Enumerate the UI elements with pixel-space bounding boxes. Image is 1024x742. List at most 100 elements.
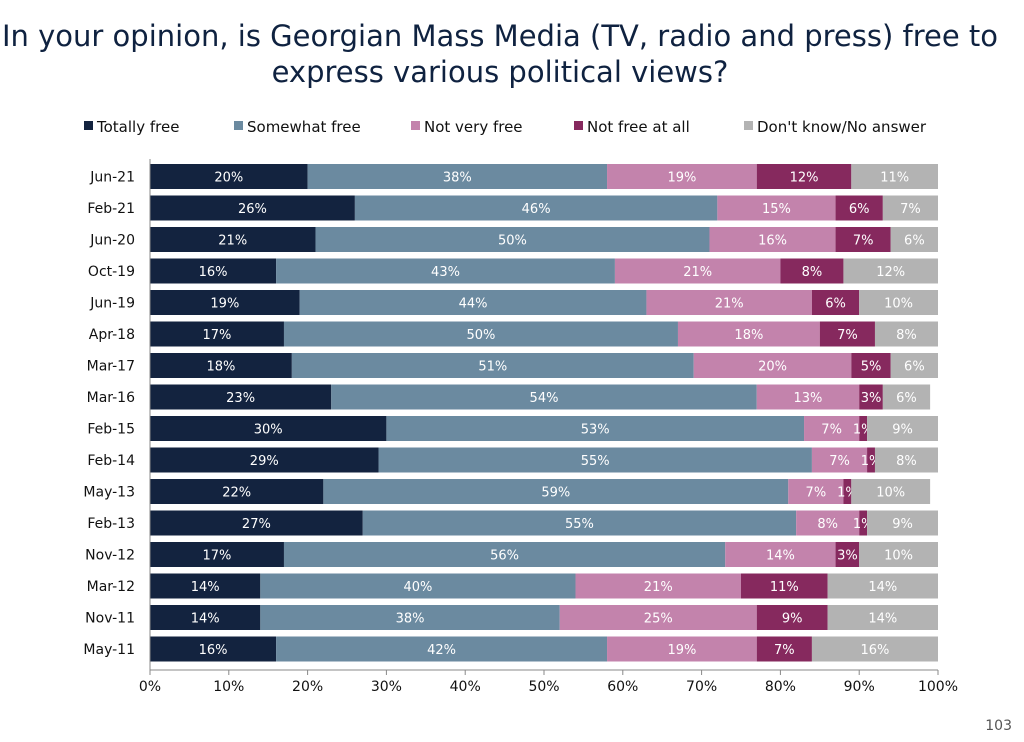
data-label: 9% bbox=[782, 612, 803, 627]
data-label: 55% bbox=[565, 517, 594, 532]
data-label: 13% bbox=[794, 391, 823, 406]
data-label: 50% bbox=[498, 234, 527, 249]
data-label: 15% bbox=[762, 202, 791, 217]
bar-segment-totally-free bbox=[150, 510, 363, 536]
legend: Totally free Somewhat free Not very free No… bbox=[84, 118, 927, 136]
data-label: 30% bbox=[254, 423, 283, 438]
data-label: 14% bbox=[868, 580, 897, 595]
data-label: 19% bbox=[667, 171, 696, 186]
data-label: 16% bbox=[199, 643, 228, 658]
data-label: 11% bbox=[880, 171, 909, 186]
data-label: 8% bbox=[817, 517, 838, 532]
legend-swatch-somewhat-free bbox=[234, 121, 243, 130]
category-labels: Jun-21 Feb-21 Jun-20 Oct-19 Jun-19 Apr-18 Mar-… bbox=[83, 170, 135, 659]
data-label: 21% bbox=[644, 580, 673, 595]
bar-segment-not-very-free bbox=[607, 636, 757, 662]
data-label: 10% bbox=[884, 297, 913, 312]
bar-segment-totally-free bbox=[150, 353, 292, 378]
bar-segment-totally-free bbox=[150, 290, 300, 315]
bar-segment-not-free-at-all bbox=[835, 227, 891, 252]
bar-segment-don-t-know-no-answer bbox=[882, 384, 931, 410]
category-label: May-11 bbox=[83, 642, 135, 658]
bar-segment-totally-free bbox=[150, 636, 277, 662]
bar-segment-not-free-at-all bbox=[811, 290, 860, 315]
data-label: 43% bbox=[431, 265, 460, 280]
data-label: 53% bbox=[581, 423, 610, 438]
data-label: 17% bbox=[203, 328, 232, 343]
data-label: 6% bbox=[896, 391, 917, 406]
bar-segment-somewhat-free bbox=[260, 605, 560, 630]
data-label: 14% bbox=[191, 580, 220, 595]
bar-segment-not-very-free bbox=[693, 353, 852, 378]
data-label: 12% bbox=[876, 265, 905, 280]
data-label: 16% bbox=[758, 234, 787, 249]
x-tick-label: 50% bbox=[528, 679, 559, 695]
bar-segment-not-very-free bbox=[717, 195, 836, 221]
bar-segment-don-t-know-no-answer bbox=[843, 258, 938, 284]
bar-segment-totally-free bbox=[150, 542, 284, 567]
data-label: 11% bbox=[770, 580, 799, 595]
data-label: 3% bbox=[837, 549, 858, 564]
legend-swatch-not-free-at-all bbox=[574, 121, 583, 130]
data-label: 5% bbox=[861, 360, 882, 375]
category-label: Nov-11 bbox=[85, 611, 135, 627]
bar-segment-somewhat-free bbox=[378, 447, 812, 473]
bar-segment-not-free-at-all bbox=[859, 384, 883, 410]
x-tick-label: 70% bbox=[686, 679, 717, 695]
data-label: 7% bbox=[806, 486, 827, 501]
data-label: 9% bbox=[892, 517, 913, 532]
bar-segment-don-t-know-no-answer bbox=[890, 227, 938, 252]
data-label: 50% bbox=[467, 328, 496, 343]
bar-segment-don-t-know-no-answer bbox=[882, 195, 938, 221]
bar-segment-not-very-free bbox=[607, 164, 757, 189]
category-label: Mar-16 bbox=[87, 390, 135, 406]
data-label: 19% bbox=[210, 297, 239, 312]
bars: 20% 38% 19% 12% 11% 26% 46% 15% 6% 7% 21% 50% 16% 7% 6… bbox=[150, 164, 938, 662]
data-label: 42% bbox=[427, 643, 456, 658]
data-label: 6% bbox=[904, 234, 925, 249]
bar-segment-totally-free bbox=[150, 164, 308, 189]
category-label: Feb-15 bbox=[87, 422, 135, 438]
bar-segment-somewhat-free bbox=[283, 542, 726, 567]
category-label: Feb-14 bbox=[87, 453, 135, 469]
bar-segment-somewhat-free bbox=[276, 636, 608, 662]
bar-segment-not-very-free bbox=[614, 258, 781, 284]
data-label: 20% bbox=[214, 171, 243, 186]
category-label: Feb-21 bbox=[87, 201, 135, 217]
data-label: 12% bbox=[790, 171, 819, 186]
bar-segment-not-free-at-all bbox=[851, 353, 891, 378]
x-tick-label: 20% bbox=[292, 679, 323, 695]
data-label: 38% bbox=[443, 171, 472, 186]
bar-segment-totally-free bbox=[150, 605, 261, 630]
bar-segment-don-t-know-no-answer bbox=[874, 447, 938, 473]
data-label: 7% bbox=[853, 234, 874, 249]
bar-segment-not-very-free bbox=[709, 227, 836, 252]
category-label: May-13 bbox=[83, 485, 135, 501]
category-label: Jun-21 bbox=[89, 170, 135, 186]
category-label: Mar-17 bbox=[87, 359, 135, 375]
data-label: 8% bbox=[896, 328, 917, 343]
data-label: 29% bbox=[250, 454, 279, 469]
x-tick-label: 60% bbox=[607, 679, 638, 695]
data-label: 44% bbox=[459, 297, 488, 312]
data-label: 9% bbox=[892, 423, 913, 438]
chart-title: In your opinion, is Georgian Mass Media … bbox=[0, 18, 1000, 90]
category-label: Oct-19 bbox=[88, 264, 135, 280]
data-label: 3% bbox=[861, 391, 882, 406]
data-label: 51% bbox=[478, 360, 507, 375]
bar-segment-totally-free bbox=[150, 321, 284, 347]
category-label: Apr-18 bbox=[89, 327, 135, 343]
bar-segment-not-free-at-all bbox=[835, 195, 883, 221]
legend-label-don-t-know-no-answer: Don't know/No answer bbox=[757, 118, 927, 136]
data-label: 26% bbox=[238, 202, 267, 217]
data-label: 27% bbox=[242, 517, 271, 532]
data-label: 8% bbox=[802, 265, 823, 280]
bar-segment-totally-free bbox=[150, 573, 261, 599]
bar-segment-somewhat-free bbox=[260, 573, 576, 599]
data-label: 40% bbox=[403, 580, 432, 595]
data-label: 23% bbox=[226, 391, 255, 406]
bar-segment-not-free-at-all bbox=[741, 573, 828, 599]
bar-segment-totally-free bbox=[150, 447, 379, 473]
data-label: 14% bbox=[868, 612, 897, 627]
